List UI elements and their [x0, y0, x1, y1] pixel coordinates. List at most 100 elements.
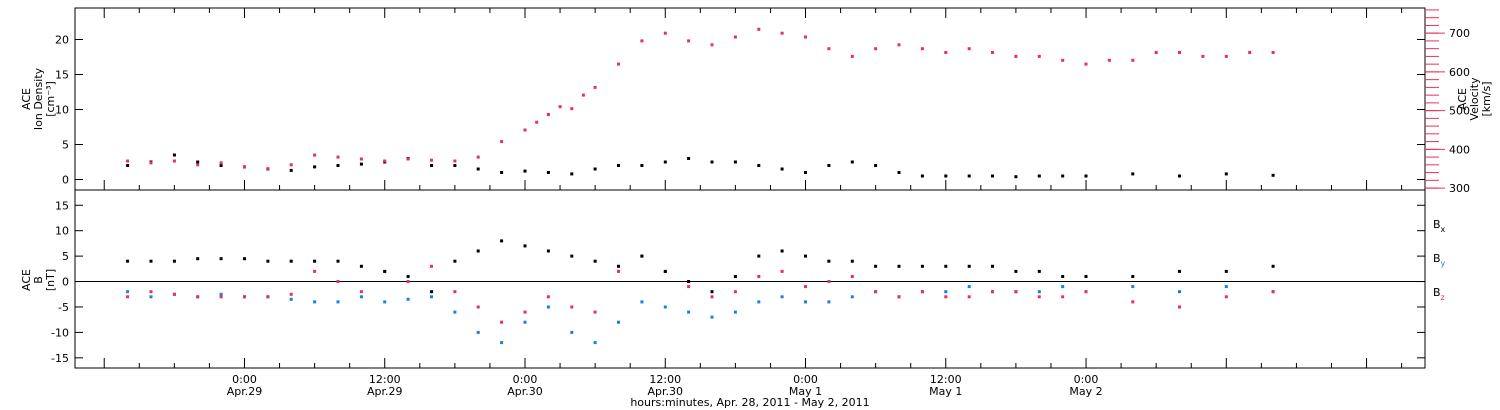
x-tick-day: Apr.30 — [507, 385, 543, 398]
by-point — [780, 295, 784, 299]
bz-point — [196, 295, 200, 299]
density-point — [733, 160, 737, 164]
bz-point — [266, 295, 270, 299]
velocity-point — [804, 35, 807, 39]
velocity-point — [406, 157, 410, 161]
velocity-tick-label: 500 — [1449, 105, 1470, 118]
by-point — [1178, 290, 1181, 294]
density-point — [920, 174, 924, 178]
x-tick-time: 12:00 — [930, 373, 962, 386]
top-right-axis: 300 400 500 600 700 — [1425, 9, 1470, 195]
legend-bx-subscript: x — [1441, 225, 1446, 234]
bz-point — [733, 290, 737, 294]
top-right-ylabel-line1: ACE — [1456, 88, 1469, 110]
by-point — [850, 295, 854, 299]
bx-point — [1271, 264, 1275, 268]
velocity-point — [733, 35, 737, 39]
density-point — [1131, 172, 1135, 176]
x-tick-day: May 2 — [1069, 385, 1102, 398]
bz-point — [874, 290, 878, 294]
by-point — [430, 295, 433, 299]
velocity-point — [897, 43, 901, 47]
velocity-point — [126, 159, 130, 163]
top-left-ylabel-line1: ACE — [20, 88, 33, 110]
density-point — [430, 164, 433, 167]
velocity-point — [243, 165, 246, 169]
bz-point — [757, 275, 761, 278]
velocity-point — [1248, 51, 1252, 54]
by-point — [757, 300, 761, 304]
x-tick-time: 0:00 — [1074, 373, 1099, 386]
velocity-point — [920, 47, 924, 51]
by-point — [383, 300, 387, 304]
bx-point — [1178, 269, 1181, 273]
by-point — [827, 300, 831, 304]
bx-point — [1131, 275, 1135, 278]
by-point — [336, 300, 340, 304]
velocity-point — [453, 159, 457, 163]
by-point — [313, 300, 317, 304]
bz-point — [500, 320, 504, 324]
velocity-point — [535, 120, 539, 124]
velocity-point — [710, 43, 714, 47]
density-point — [1037, 174, 1041, 178]
bx-point — [1084, 275, 1088, 278]
by-point — [944, 290, 948, 294]
density-tick-label: 0 — [62, 174, 69, 187]
density-point — [453, 164, 457, 167]
by-point — [967, 285, 971, 289]
bz-point — [523, 310, 527, 314]
density-point — [944, 174, 948, 178]
velocity-point — [1271, 51, 1275, 54]
density-point — [967, 174, 971, 178]
density-point — [710, 160, 714, 164]
bz-point — [453, 290, 457, 294]
velocity-point — [1178, 51, 1181, 54]
velocity-point — [430, 158, 433, 162]
bx-point — [804, 254, 807, 258]
by-point — [640, 300, 644, 304]
bx-point — [944, 264, 948, 268]
velocity-tick-label: 300 — [1449, 182, 1470, 195]
density-point — [1061, 174, 1065, 178]
by-point — [126, 290, 130, 294]
b-tick-label: 5 — [62, 250, 69, 263]
bz-point — [780, 269, 784, 273]
bottom-ylabel-line3: [nT] — [44, 269, 57, 291]
velocity-tick-label: 700 — [1449, 27, 1470, 40]
bz-point — [243, 295, 246, 299]
bz-point — [1061, 295, 1065, 299]
by-point — [219, 292, 223, 296]
velocity-point — [663, 31, 667, 35]
density-point — [1271, 173, 1275, 177]
bz-point — [593, 310, 597, 314]
bx-point — [383, 269, 387, 273]
by-point — [617, 320, 620, 324]
velocity-point — [1037, 54, 1041, 58]
x-tick-time: 0:00 — [232, 373, 257, 386]
bottom-b-points — [126, 239, 1275, 345]
legend-bz-subscript: z — [1441, 293, 1445, 302]
velocity-point — [546, 113, 550, 116]
bz-point — [1037, 295, 1041, 299]
velocity-point — [850, 54, 854, 58]
by-point — [804, 300, 807, 304]
by-point — [546, 305, 550, 309]
velocity-point — [1061, 58, 1065, 62]
velocity-point — [991, 51, 994, 54]
bx-point — [406, 275, 410, 278]
b-tick-label: 0 — [62, 276, 69, 289]
bz-point — [570, 305, 574, 309]
bz-point — [1084, 290, 1088, 294]
density-point — [1178, 174, 1181, 178]
density-tick-label: 20 — [55, 34, 69, 47]
top-density-points — [126, 153, 1275, 179]
density-point — [757, 164, 761, 167]
x-tick-day: May 1 — [929, 385, 962, 398]
by-point — [289, 297, 293, 301]
velocity-point — [570, 107, 574, 111]
velocity-point — [1224, 54, 1228, 58]
density-point — [804, 171, 807, 174]
bz-point — [617, 269, 620, 273]
density-point — [196, 160, 200, 164]
